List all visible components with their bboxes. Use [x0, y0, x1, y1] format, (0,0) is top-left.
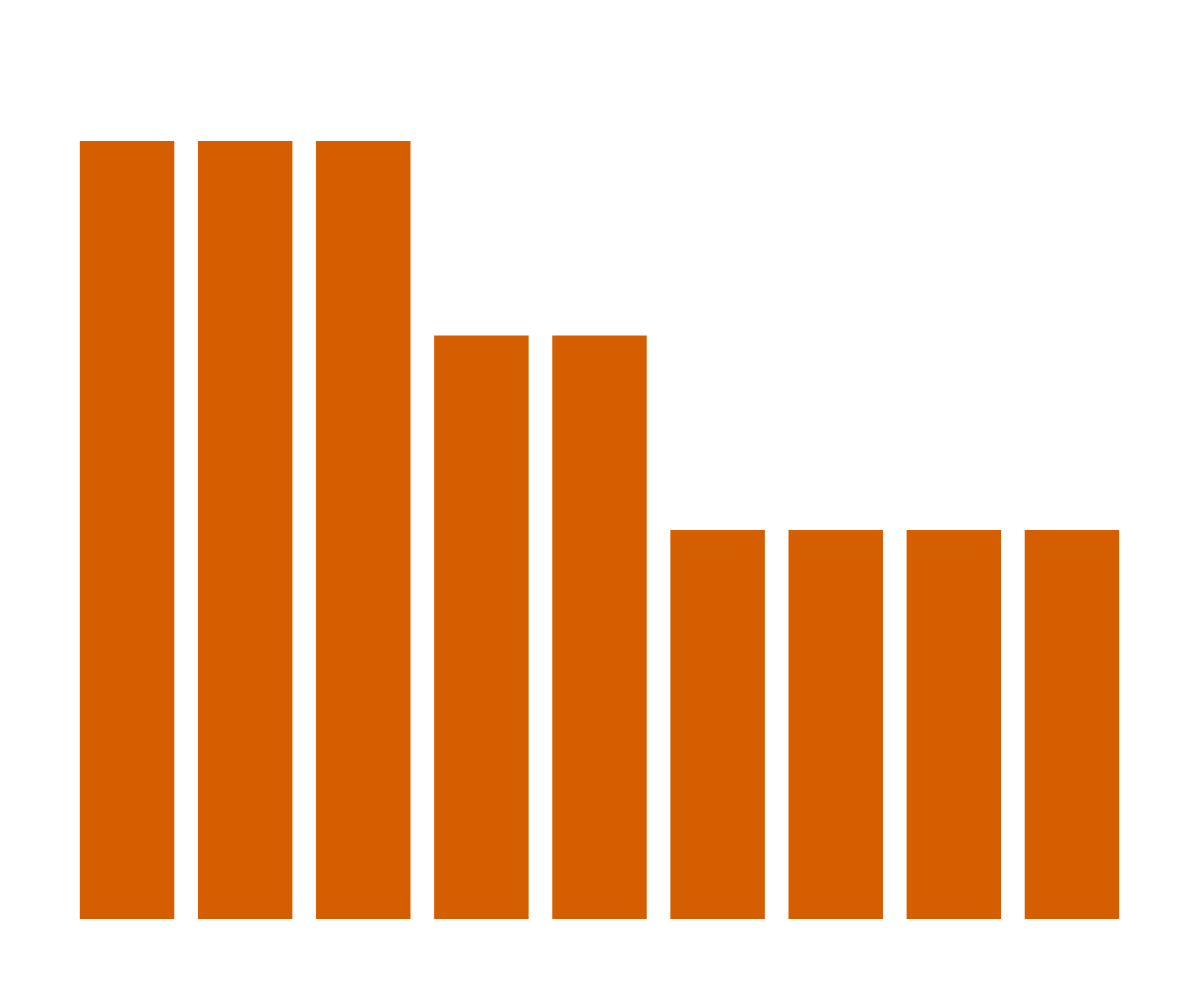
bar-5: [552, 335, 647, 919]
bar-2: [197, 141, 293, 919]
bar-6: [670, 530, 765, 919]
bar-9: [1024, 530, 1120, 919]
bar-8: [906, 530, 1002, 919]
bar-7: [788, 530, 883, 919]
bar-series: [79, 141, 1120, 919]
bar-3: [316, 141, 411, 919]
bar-4: [434, 335, 529, 919]
bar-1: [79, 141, 175, 919]
